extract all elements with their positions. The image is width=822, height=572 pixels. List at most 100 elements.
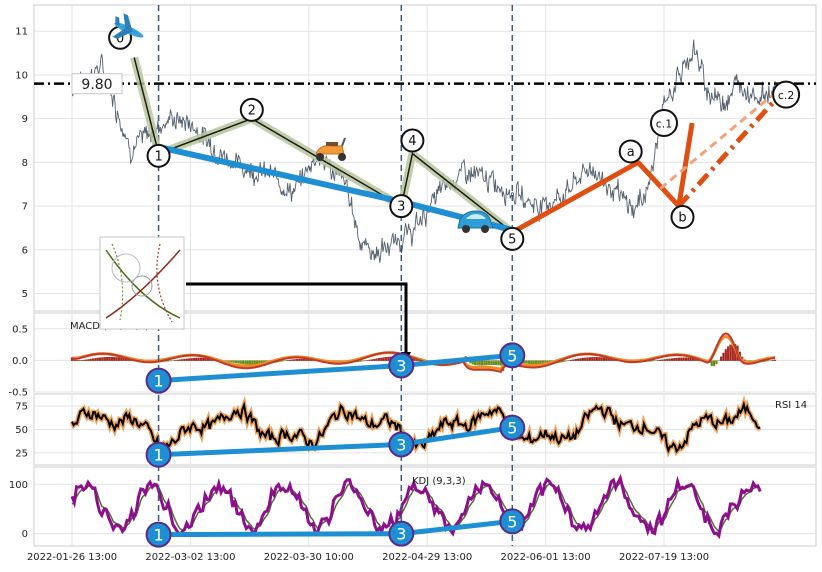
rsi-line bbox=[71, 400, 761, 454]
macd-histogram-bar bbox=[717, 360, 720, 361]
macd-point-label: 5 bbox=[507, 346, 517, 365]
scooter-wheel bbox=[338, 153, 346, 161]
macd-histogram-bar bbox=[534, 360, 538, 365]
macd-histogram-bar bbox=[588, 357, 591, 361]
macd-histogram-bar bbox=[579, 358, 582, 361]
macd-histogram-bar bbox=[691, 357, 695, 361]
airplane-tail bbox=[115, 16, 120, 26]
macd-histogram-bar bbox=[382, 357, 385, 361]
macd-histogram-bar bbox=[120, 357, 123, 361]
macd-histogram-bar bbox=[586, 357, 589, 361]
macd-histogram-bar bbox=[89, 358, 92, 361]
car-wheel bbox=[481, 225, 489, 233]
macd-histogram-bar bbox=[675, 357, 678, 361]
macd-histogram-bar bbox=[103, 357, 106, 361]
x-tick-label: 2022-03-30 10:00 bbox=[264, 552, 354, 563]
macd-histogram-bar bbox=[563, 360, 566, 362]
macd-histogram-bar bbox=[192, 357, 195, 361]
macd-histogram-bar bbox=[73, 359, 76, 361]
wave-label: c.2 bbox=[778, 89, 795, 102]
macd-histogram-bar bbox=[373, 358, 376, 361]
macd-histogram-bar bbox=[279, 360, 282, 362]
macd-histogram-bar bbox=[769, 360, 772, 361]
corrective-wave-line bbox=[511, 122, 695, 235]
macd-histogram-bar bbox=[370, 359, 374, 361]
macd-histogram-bar bbox=[188, 358, 191, 361]
macd-histogram-bar bbox=[480, 360, 484, 366]
macd-histogram-bar bbox=[694, 358, 697, 361]
wave-label: 1 bbox=[154, 149, 162, 164]
macd-histogram-bar bbox=[302, 358, 306, 361]
inset-curve bbox=[156, 243, 173, 323]
macd-point-marker bbox=[499, 342, 526, 369]
macd-histogram-bar bbox=[96, 357, 99, 361]
macd-histogram-bar bbox=[560, 360, 563, 363]
rsi-point-label: 3 bbox=[396, 435, 406, 454]
macd-histogram-bar bbox=[712, 360, 716, 367]
wave-label-circle bbox=[500, 226, 525, 251]
macd-histogram-bar bbox=[541, 360, 545, 365]
macd-histogram-bar bbox=[659, 359, 662, 361]
inset-frame bbox=[99, 236, 185, 330]
kdj-point-marker bbox=[145, 521, 172, 548]
wave-label-circle bbox=[239, 97, 264, 122]
macd-histogram-bar bbox=[523, 360, 526, 364]
macd-histogram-bar bbox=[99, 357, 102, 361]
y-tick-label: 0.5 bbox=[12, 324, 28, 335]
macd-histogram-bar bbox=[677, 357, 681, 361]
macd-histogram-bar bbox=[537, 360, 540, 365]
macd-histogram-bar bbox=[234, 360, 238, 364]
wave-label: b bbox=[678, 211, 686, 226]
macd-histogram-bar bbox=[570, 359, 573, 361]
macd-histogram-bar bbox=[609, 358, 613, 361]
wave-label-circle bbox=[400, 128, 425, 153]
macd-histogram-bar bbox=[124, 358, 127, 361]
macd-histogram-bar bbox=[241, 360, 245, 365]
macd-histogram-bar bbox=[600, 357, 603, 361]
macd-histogram-bar bbox=[731, 343, 734, 361]
macd-histogram-bar bbox=[530, 360, 533, 365]
macd-histogram-bar bbox=[715, 360, 718, 365]
macd-histogram-bar bbox=[195, 357, 198, 361]
rsi-point-label: 1 bbox=[153, 446, 163, 465]
kdj-point-label: 1 bbox=[153, 526, 163, 545]
macd-histogram-bar bbox=[525, 360, 528, 364]
x-tick-label: 2022-07-19 13:00 bbox=[619, 552, 709, 563]
macd-histogram-bar bbox=[253, 360, 256, 365]
y-tick-label: 0 bbox=[22, 529, 28, 540]
macd-point-label: 1 bbox=[153, 372, 163, 391]
c2-projection-light bbox=[659, 82, 788, 190]
macd-histogram-bar bbox=[724, 349, 727, 361]
wave-label: 0 bbox=[116, 31, 124, 46]
macd-histogram-bar bbox=[84, 359, 88, 361]
macd-histogram-bar bbox=[291, 359, 294, 361]
macd-histogram-bar bbox=[485, 360, 488, 366]
kdj-point-label: 3 bbox=[396, 525, 406, 544]
macd-histogram-bar bbox=[652, 360, 655, 362]
macd-histogram-bar bbox=[764, 360, 767, 362]
macd-histogram-bar bbox=[654, 360, 657, 361]
rsi-point-marker bbox=[499, 414, 526, 441]
macd-histogram-bar bbox=[183, 358, 186, 361]
macd-histogram-bar bbox=[499, 360, 502, 366]
macd-histogram-bar bbox=[206, 357, 210, 361]
x-tick-label: 2022-06-01 13:00 bbox=[501, 552, 591, 563]
wave-label: 4 bbox=[408, 134, 416, 149]
macd-histogram-bar bbox=[680, 357, 683, 361]
y-tick-label: 6 bbox=[22, 245, 28, 256]
car-wheel bbox=[462, 225, 470, 233]
macd-histogram-bar bbox=[230, 360, 233, 363]
macd-histogram-bar bbox=[281, 360, 284, 362]
macd-histogram-bar bbox=[108, 356, 111, 361]
macd-histogram-bar bbox=[248, 360, 252, 365]
macd-histogram-bar bbox=[591, 357, 594, 361]
macd-histogram-bar bbox=[244, 360, 247, 365]
macd-histogram-bar bbox=[476, 360, 479, 366]
macd-histogram-bar bbox=[544, 360, 547, 365]
macd-histogram-bar bbox=[483, 360, 486, 366]
y-tick-label: 5 bbox=[22, 289, 28, 300]
macd-histogram-bar bbox=[77, 360, 81, 361]
macd-histogram-bar bbox=[495, 360, 498, 366]
macd-histogram-bar bbox=[288, 359, 292, 361]
